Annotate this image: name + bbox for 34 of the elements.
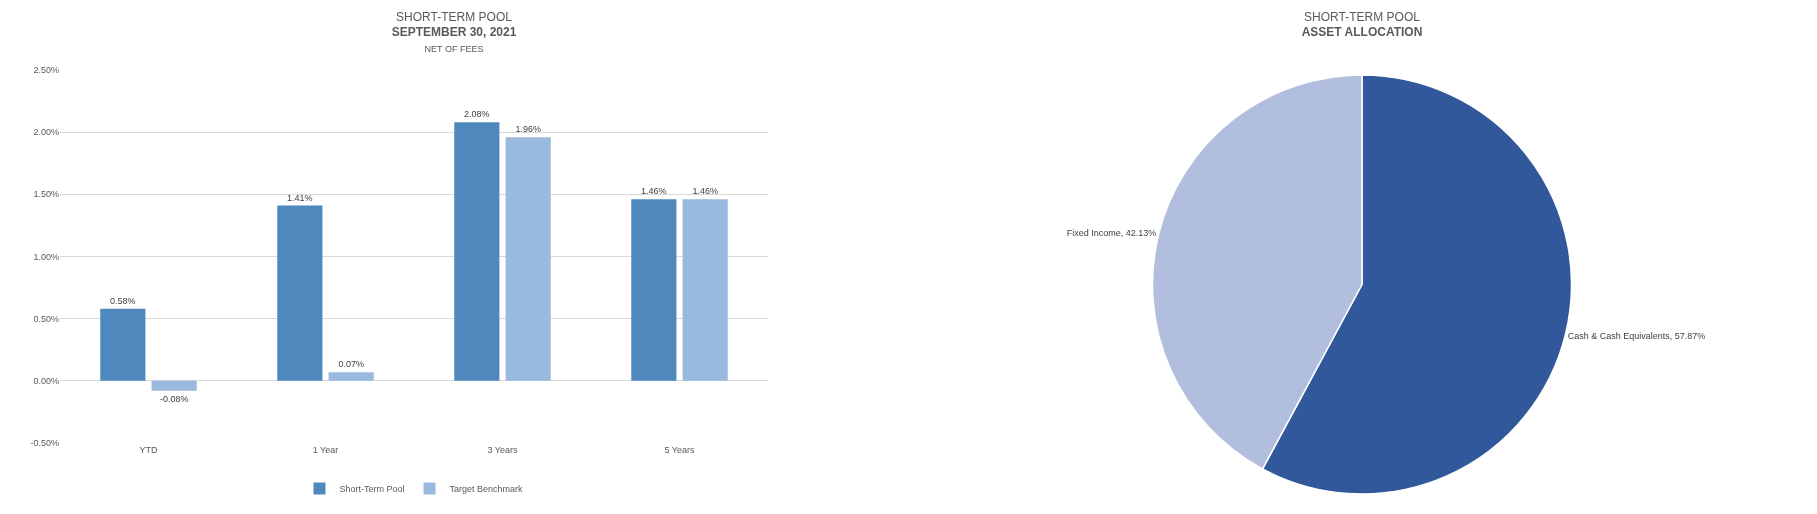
y-tick-label: 1.00% xyxy=(33,251,59,262)
bar xyxy=(151,380,197,391)
data-label: -0.08% xyxy=(159,393,189,404)
data-label: 1.46% xyxy=(692,186,718,197)
chart-title: SHORT-TERM POOL ASSET ALLOCATION xyxy=(1301,9,1423,40)
y-tick-label: 0.50% xyxy=(33,313,59,324)
data-label: 0.58% xyxy=(110,295,136,306)
data-label: 2.08% xyxy=(464,109,490,120)
bar xyxy=(505,137,551,381)
slice-label: Cash & Cash Equivalents, 57.87% xyxy=(1567,331,1706,342)
data-label: 0.07% xyxy=(338,359,364,370)
y-tick-label: 0.00% xyxy=(33,375,59,386)
bar xyxy=(454,122,500,381)
bar xyxy=(682,199,728,381)
y-tick-label: 2.00% xyxy=(33,127,59,138)
y-tick-label: 2.50% xyxy=(33,65,59,76)
data-label: 1.46% xyxy=(641,186,667,197)
x-tick-label: 5 Years xyxy=(664,445,696,455)
y-tick-label: -0.50% xyxy=(30,438,59,449)
slice-label: Fixed Income, 42.13% xyxy=(1066,227,1157,238)
bar xyxy=(631,199,677,381)
data-label: 1.41% xyxy=(287,192,313,203)
bar xyxy=(328,372,374,381)
x-tick-label: 3 Years xyxy=(487,445,519,455)
data-label: 1.96% xyxy=(515,124,541,135)
chart-title: SHORT-TERM POOL SEPTEMBER 30, 2021 xyxy=(391,9,517,40)
legend-label: Short-Term Pool xyxy=(339,483,405,494)
y-tick-label: 1.50% xyxy=(33,189,59,200)
x-tick-label: YTD xyxy=(139,445,158,455)
chart-subtitle: NET OF FEES xyxy=(424,43,484,54)
legend-label: Target Benchmark xyxy=(449,483,524,494)
x-tick-label: 1 Year xyxy=(312,445,339,455)
bar xyxy=(100,308,146,381)
bar xyxy=(277,205,323,381)
